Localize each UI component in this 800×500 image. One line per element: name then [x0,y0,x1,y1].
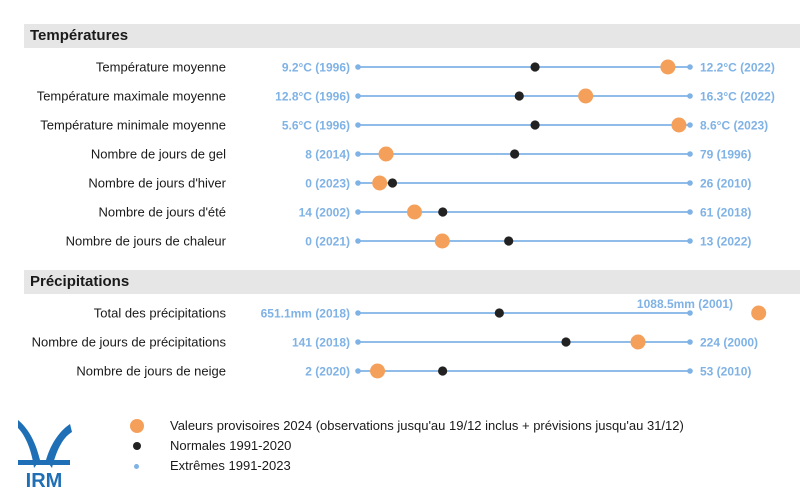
row-label: Nombre de jours d'été [99,205,227,220]
dot-range-chart: Température moyenne 9.2°C (1996) 12.2°C (2… [32,59,775,379]
legend-label-normals: Normales 1991-2020 [170,438,292,453]
normal-point [530,62,540,72]
row-label: Température minimale moyenne [40,118,226,133]
extreme-min-point [355,122,361,128]
extreme-min-point [355,310,361,316]
extreme-min-point [355,64,361,70]
row-label: Nombre de jours de précipitations [32,335,227,350]
legend-marker-2024 [130,419,144,433]
legend-marker-normals [133,442,141,450]
extreme-max-label: 1088.5mm (2001) [637,297,733,311]
extreme-min-label: 8 (2014) [305,148,350,162]
extreme-min-label: 0 (2023) [305,177,350,191]
row-label: Température maximale moyenne [37,89,226,104]
normal-point [510,149,520,159]
extreme-min-label: 0 (2021) [305,235,350,249]
irm-logo: IRM [16,418,76,492]
extreme-min-point [355,180,361,186]
extreme-max-point [687,151,693,157]
extreme-max-point [687,368,693,374]
extreme-max-point [687,64,693,70]
extreme-min-point [355,368,361,374]
normal-point [494,308,504,318]
extreme-max-point [687,339,693,345]
extreme-min-label: 5.6°C (1996) [282,119,350,133]
extreme-min-point [355,339,361,345]
row-label: Température moyenne [96,60,226,75]
normal-point [438,207,448,217]
row-label: Nombre de jours d'hiver [88,176,226,191]
value-2024-point [578,88,594,104]
value-2024-point [370,363,386,379]
extreme-min-point [355,93,361,99]
normal-point [504,236,514,246]
row-label: Nombre de jours de chaleur [66,234,227,249]
normal-point [438,366,448,376]
extreme-min-label: 14 (2002) [299,206,350,220]
legend-item-2024: Valeurs provisoires 2024 (observations j… [130,416,684,436]
extreme-max-label: 224 (2000) [700,336,758,350]
value-2024-point [751,305,767,321]
row-label: Nombre de jours de gel [91,147,226,162]
extreme-max-point [687,93,693,99]
legend-label-extremes: Extrêmes 1991-2023 [170,458,291,473]
extreme-max-point [687,180,693,186]
extreme-max-label: 79 (1996) [700,148,751,162]
extreme-max-point [687,122,693,128]
value-2024-point [407,204,423,220]
normal-point [561,337,571,347]
extreme-min-label: 12.8°C (1996) [275,90,350,104]
value-2024-point [434,233,450,249]
extreme-min-point [355,238,361,244]
extreme-min-label: 651.1mm (2018) [261,307,350,321]
normal-point [530,120,540,130]
extreme-max-point [687,209,693,215]
extreme-max-label: 12.2°C (2022) [700,61,775,75]
legend-item-extremes: Extrêmes 1991-2023 [130,456,684,476]
extreme-min-label: 9.2°C (1996) [282,61,350,75]
extreme-max-label: 16.3°C (2022) [700,90,775,104]
row-label: Nombre de jours de neige [76,364,226,379]
extreme-max-label: 26 (2010) [700,177,751,191]
value-2024-point [372,175,388,191]
normal-point [514,91,524,101]
extreme-max-point [687,238,693,244]
legend-item-normals: Normales 1991-2020 [130,436,684,456]
value-2024-point [630,334,646,350]
value-2024-point [660,59,676,75]
value-2024-point [378,146,394,162]
extreme-min-point [355,151,361,157]
legend-label-2024: Valeurs provisoires 2024 (observations j… [170,418,684,433]
legend-marker-extremes [134,464,139,469]
row-label: Total des précipitations [94,306,227,321]
extreme-max-label: 53 (2010) [700,365,751,379]
value-2024-point [671,117,687,133]
extreme-min-label: 141 (2018) [292,336,350,350]
section-header-temperatures: Températures [24,24,800,48]
extreme-max-label: 61 (2018) [700,206,751,220]
extreme-min-point [355,209,361,215]
legend: Valeurs provisoires 2024 (observations j… [130,416,684,476]
extreme-max-label: 13 (2022) [700,235,751,249]
section-header-precipitations: Précipitations [24,270,800,294]
extreme-max-point [687,310,693,316]
normal-point [387,178,398,188]
extreme-min-label: 2 (2020) [305,365,350,379]
extreme-max-label: 8.6°C (2023) [700,119,768,133]
irm-logo-text: IRM [26,470,63,490]
